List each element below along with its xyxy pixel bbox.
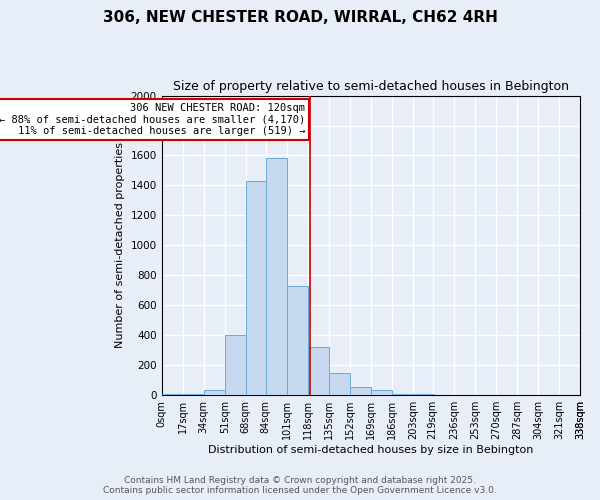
Text: 306, NEW CHESTER ROAD, WIRRAL, CH62 4RH: 306, NEW CHESTER ROAD, WIRRAL, CH62 4RH: [103, 10, 497, 25]
Text: Contains HM Land Registry data © Crown copyright and database right 2025.
Contai: Contains HM Land Registry data © Crown c…: [103, 476, 497, 495]
Bar: [413, 394, 434, 395]
Bar: [392, 394, 413, 395]
Bar: [161, 394, 183, 395]
Bar: [287, 286, 308, 395]
Bar: [225, 336, 246, 395]
X-axis label: Distribution of semi-detached houses by size in Bebington: Distribution of semi-detached houses by …: [208, 445, 533, 455]
Bar: [204, 390, 225, 395]
Bar: [246, 181, 267, 395]
Bar: [350, 387, 371, 395]
Bar: [266, 158, 287, 395]
Bar: [371, 390, 392, 395]
Y-axis label: Number of semi-detached properties: Number of semi-detached properties: [115, 142, 125, 348]
Title: Size of property relative to semi-detached houses in Bebington: Size of property relative to semi-detach…: [173, 80, 569, 93]
Bar: [329, 374, 350, 395]
Bar: [308, 348, 329, 395]
Text: 306 NEW CHESTER ROAD: 120sqm
← 88% of semi-detached houses are smaller (4,170)
1: 306 NEW CHESTER ROAD: 120sqm ← 88% of se…: [0, 103, 305, 136]
Bar: [183, 394, 204, 395]
